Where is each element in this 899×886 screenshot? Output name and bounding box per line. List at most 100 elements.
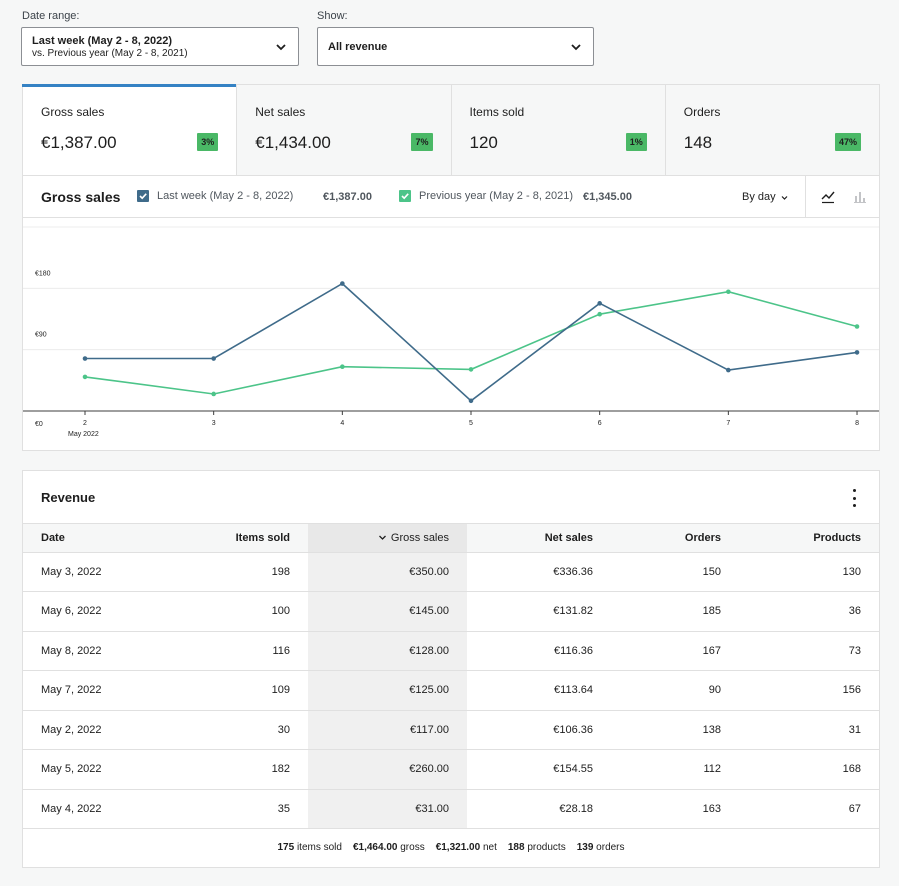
revenue-title: Revenue bbox=[41, 490, 96, 505]
date-range-label: Date range: bbox=[22, 10, 80, 22]
cell-date: May 3, 2022 bbox=[23, 552, 183, 592]
revenue-header: Revenue bbox=[23, 471, 879, 524]
x-tick-label: 6 bbox=[598, 420, 602, 427]
data-point bbox=[726, 289, 731, 295]
table-row: May 8, 2022 116 €128.00 €116.36 167 73 bbox=[23, 631, 879, 671]
cell-net-sales: €131.82 bbox=[467, 591, 611, 632]
show-select[interactable]: All revenue bbox=[317, 27, 594, 66]
column-header-items-sold[interactable]: Items sold bbox=[183, 524, 308, 553]
tile-value: 148 bbox=[683, 133, 713, 152]
cell-gross-sales: €125.00 bbox=[308, 670, 467, 711]
data-point bbox=[468, 398, 474, 404]
y-tick-label: €90 bbox=[35, 332, 47, 339]
data-point bbox=[82, 356, 88, 361]
cell-net-sales: €106.36 bbox=[467, 710, 611, 750]
y-tick-label: €0 bbox=[35, 421, 43, 428]
data-point bbox=[340, 364, 345, 370]
delta-badge: 1% bbox=[625, 133, 647, 151]
date-range-select[interactable]: Last week (May 2 - 8, 2022) vs. Previous… bbox=[21, 27, 299, 66]
revenue-table: Date Items sold Gross sales Net sales Or… bbox=[23, 524, 879, 829]
data-point bbox=[340, 281, 345, 286]
interval-select[interactable]: By day bbox=[742, 191, 789, 203]
column-header-date[interactable]: Date bbox=[23, 524, 183, 553]
series-line bbox=[85, 282, 858, 402]
cell-gross-sales: €260.00 bbox=[308, 749, 467, 790]
series-line bbox=[84, 290, 858, 395]
show-value: All revenue bbox=[328, 40, 388, 53]
cell-products: 73 bbox=[739, 631, 879, 671]
chevron-down-icon bbox=[781, 195, 788, 200]
cell-items-sold: 35 bbox=[183, 789, 308, 829]
table-row: May 3, 2022 198 €350.00 €336.36 150 130 bbox=[23, 552, 879, 592]
cell-date: May 2, 2022 bbox=[23, 710, 183, 750]
column-header-net-sales[interactable]: Net sales bbox=[467, 524, 611, 553]
more-menu-icon[interactable] bbox=[851, 489, 857, 507]
chevron-down-icon bbox=[571, 43, 581, 50]
line-chart-icon bbox=[821, 191, 835, 204]
summary-gross: €1,464.00 gross bbox=[352, 842, 425, 853]
data-point bbox=[597, 301, 602, 306]
cell-products: 36 bbox=[739, 591, 879, 632]
cell-date: May 6, 2022 bbox=[23, 591, 183, 632]
tile-net-sales[interactable]: Net sales €1,434.00 7% bbox=[237, 85, 452, 175]
cell-net-sales: €28.18 bbox=[467, 789, 611, 829]
table-row: May 4, 2022 35 €31.00 €28.18 163 67 bbox=[23, 789, 879, 829]
line-chart-button[interactable] bbox=[809, 176, 846, 218]
cell-gross-sales: €128.00 bbox=[308, 631, 467, 671]
performance-panel: Gross sales €1,387.00 3% Net sales €1,43… bbox=[21, 84, 880, 451]
tile-orders[interactable]: Orders 148 47% bbox=[665, 85, 879, 175]
legend-item-current[interactable]: Last week (May 2 - 8, 2022) bbox=[137, 190, 293, 202]
data-point bbox=[597, 311, 602, 317]
legend-item-previous[interactable]: Previous year (May 2 - 8, 2021) bbox=[399, 190, 573, 202]
tile-gross-sales[interactable]: Gross sales €1,387.00 3% bbox=[21, 84, 238, 175]
checkbox-icon[interactable] bbox=[399, 190, 411, 202]
y-tick-label: €180 bbox=[35, 270, 51, 277]
x-tick-label: 7 bbox=[726, 420, 730, 427]
column-header-label: Gross sales bbox=[390, 531, 449, 544]
chart-title: Gross sales bbox=[41, 189, 121, 205]
checkbox-icon[interactable] bbox=[137, 190, 149, 202]
tile-label: Gross sales bbox=[41, 105, 105, 119]
column-header-gross-sales[interactable]: Gross sales bbox=[308, 524, 467, 553]
table-summary: 175 items sold €1,464.00 gross €1,321.00… bbox=[23, 829, 879, 866]
data-point bbox=[854, 350, 860, 355]
divider bbox=[805, 176, 806, 218]
summary-net: €1,321.00 net bbox=[435, 842, 497, 853]
cell-orders: 138 bbox=[611, 710, 739, 750]
bar-chart-button[interactable] bbox=[841, 176, 878, 218]
table-row: May 6, 2022 100 €145.00 €131.82 185 36 bbox=[23, 591, 879, 632]
bar-chart-icon bbox=[853, 192, 866, 203]
tile-value: €1,434.00 bbox=[255, 133, 331, 152]
tile-items-sold[interactable]: Items sold 120 1% bbox=[451, 85, 666, 175]
column-header-orders[interactable]: Orders bbox=[611, 524, 739, 553]
delta-badge: 3% bbox=[197, 133, 219, 151]
x-tick-label: 2 bbox=[83, 420, 87, 427]
cell-orders: 150 bbox=[611, 552, 739, 592]
data-point bbox=[854, 324, 860, 329]
cell-net-sales: €154.55 bbox=[467, 749, 611, 790]
data-point bbox=[468, 367, 474, 372]
data-point bbox=[211, 356, 216, 361]
show-label: Show: bbox=[317, 10, 348, 22]
data-point bbox=[211, 391, 216, 397]
cell-items-sold: 109 bbox=[183, 670, 308, 711]
cell-orders: 112 bbox=[611, 749, 739, 790]
tile-label: Orders bbox=[683, 105, 721, 119]
cell-date: May 8, 2022 bbox=[23, 631, 183, 671]
cell-date: May 4, 2022 bbox=[23, 789, 183, 829]
cell-net-sales: €116.36 bbox=[467, 631, 611, 671]
cell-orders: 163 bbox=[611, 789, 739, 829]
data-point bbox=[726, 367, 731, 373]
tile-label: Net sales bbox=[255, 105, 306, 119]
tile-value: 120 bbox=[469, 133, 498, 152]
summary-items-sold: 175 items sold bbox=[277, 842, 342, 853]
cell-net-sales: €113.64 bbox=[467, 670, 611, 711]
cell-products: 67 bbox=[739, 789, 879, 829]
delta-badge: 7% bbox=[411, 133, 433, 151]
date-range-value: Last week (May 2 - 8, 2022) bbox=[32, 34, 173, 47]
column-header-products[interactable]: Products bbox=[739, 524, 879, 553]
delta-badge: 47% bbox=[834, 133, 861, 151]
table-row: May 5, 2022 182 €260.00 €154.55 112 168 bbox=[23, 749, 879, 790]
cell-date: May 7, 2022 bbox=[23, 670, 183, 711]
legend-label: Last week (May 2 - 8, 2022) bbox=[157, 190, 294, 202]
